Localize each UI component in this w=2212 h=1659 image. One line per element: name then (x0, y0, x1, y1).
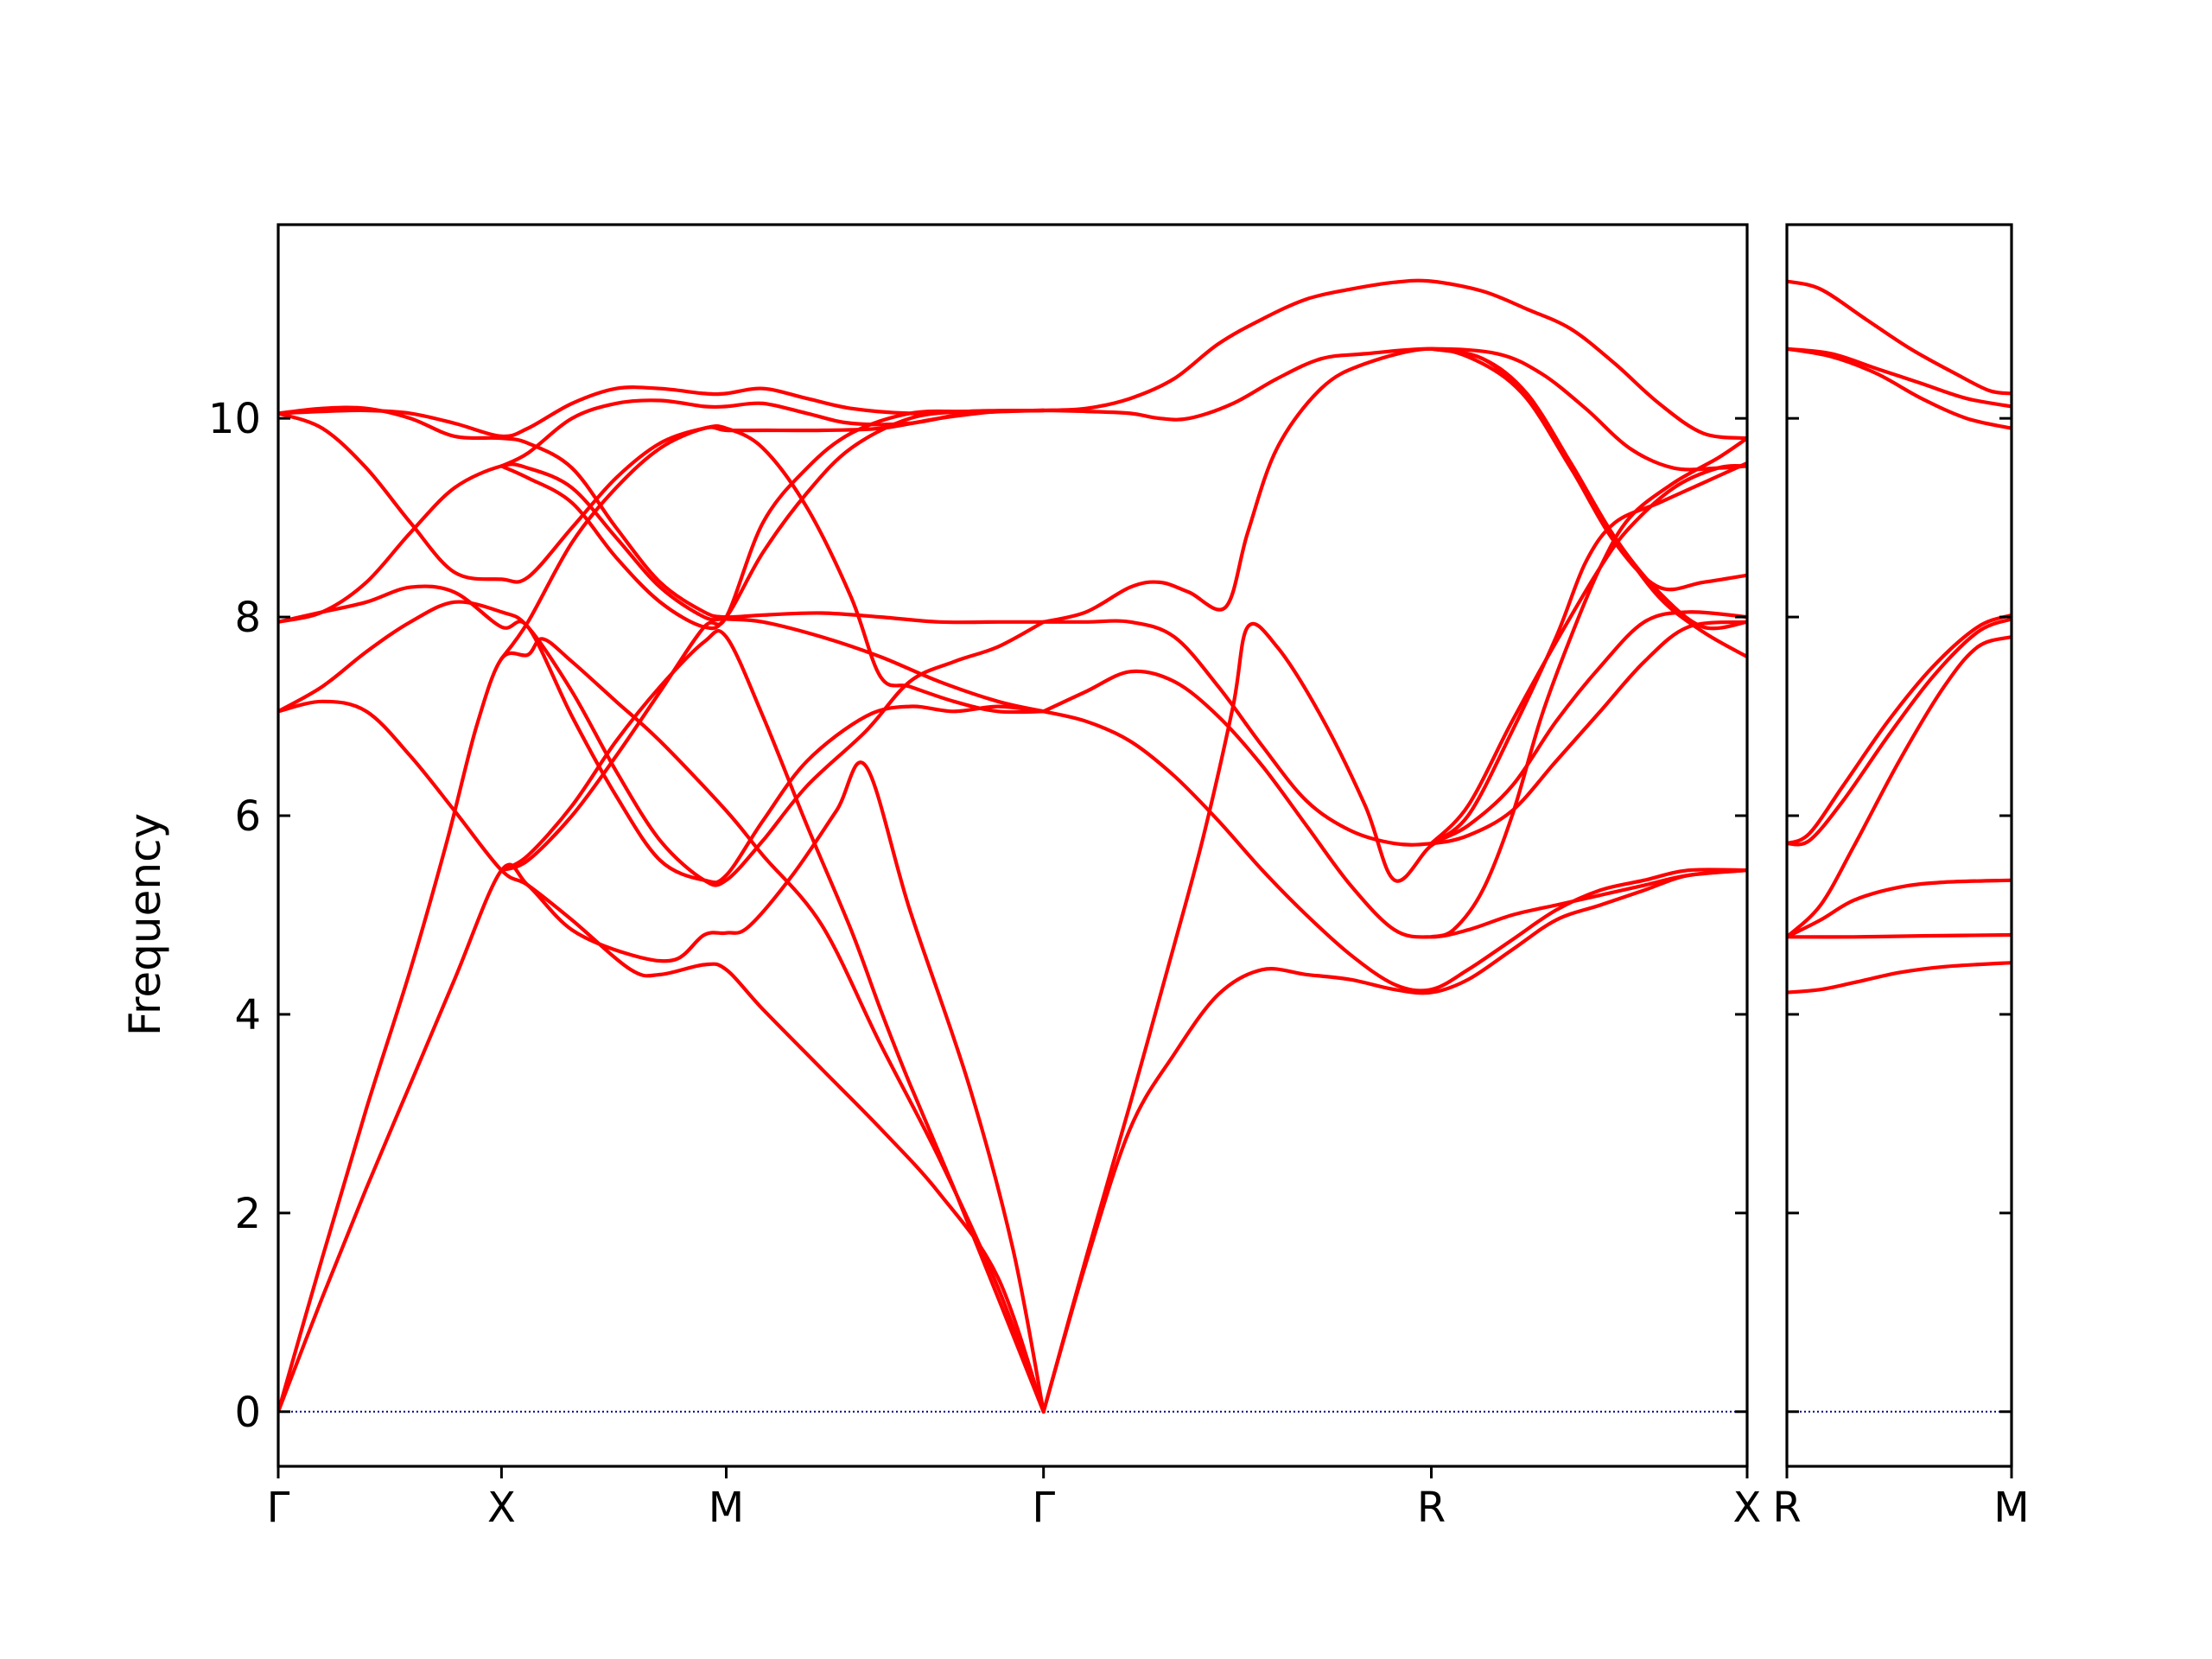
phonon-band-main-12 (499, 408, 1046, 661)
phonon-band-side-4 (1787, 613, 2012, 846)
phonon-band-side-9 (1787, 961, 2012, 995)
phonon-band-main-19 (1041, 619, 1747, 847)
phonon-band-main-25 (1429, 461, 1747, 846)
main-panel: 0 2 4 6 8 10 Γ X M Γ R X (208, 223, 1762, 1532)
phonon-band-side-6 (1787, 635, 2012, 939)
x-tick-label: R (1772, 1484, 1801, 1532)
phonon-band-side-7 (1787, 878, 2012, 939)
phonon-band-main-17 (1041, 709, 1747, 993)
phonon-band-main-24 (1429, 346, 1747, 631)
y-axis-label: Frequency (120, 813, 170, 1036)
phonon-band-main-9 (278, 385, 1046, 439)
phonon-band-side-3 (1787, 346, 2012, 430)
phonon-band-main-13 (499, 629, 1046, 1414)
phonon-band-side-5 (1787, 617, 2012, 847)
band-group-side (1787, 279, 2012, 995)
band-group-main (278, 278, 1747, 1414)
phonon-band-main-21 (1041, 346, 1747, 472)
y-tick-label: 4 (234, 991, 261, 1039)
phonon-band-main-6 (278, 462, 1046, 714)
phonon-band-main-3 (278, 699, 1046, 1414)
x-tick-label: Γ (267, 1484, 290, 1532)
phonon-band-side-2 (1787, 346, 2012, 409)
axes-frame-side (1785, 223, 2013, 1468)
phonon-band-main-2 (278, 760, 1046, 1414)
phonon-band-main-27 (1429, 436, 1747, 939)
x-tick-label: M (709, 1484, 744, 1532)
phonon-band-main-15 (1041, 610, 1747, 1414)
x-tick-label: Γ (1032, 1484, 1055, 1532)
y-tick-label: 6 (234, 792, 261, 841)
phonon-band-main-16 (1041, 868, 1747, 1414)
phonon-band-main-14 (499, 408, 1046, 873)
y-tick-label: 8 (234, 594, 261, 642)
x-tick-label: X (487, 1484, 516, 1532)
phonon-band-main-26 (1429, 463, 1747, 846)
y-tick-label: 0 (234, 1389, 261, 1437)
phonon-band-side-1 (1787, 279, 2012, 396)
x-tick-label: X (1733, 1484, 1762, 1532)
phonon-band-main-5 (278, 584, 1046, 885)
y-tick-label: 10 (208, 395, 261, 443)
phonon-band-side-8 (1787, 932, 2012, 939)
phonon-band-main-4 (278, 600, 1046, 887)
phonon-band-main-22 (1041, 278, 1747, 441)
y-tick-label: 2 (234, 1190, 261, 1238)
phonon-band-main-1 (278, 637, 1046, 1414)
phonon-band-main-8 (278, 405, 1046, 625)
x-tick-label: R (1417, 1484, 1446, 1532)
axes-frame-main (276, 223, 1749, 1468)
phonon-band-main-18 (1041, 669, 1747, 939)
x-tick-label: M (1993, 1484, 2029, 1532)
